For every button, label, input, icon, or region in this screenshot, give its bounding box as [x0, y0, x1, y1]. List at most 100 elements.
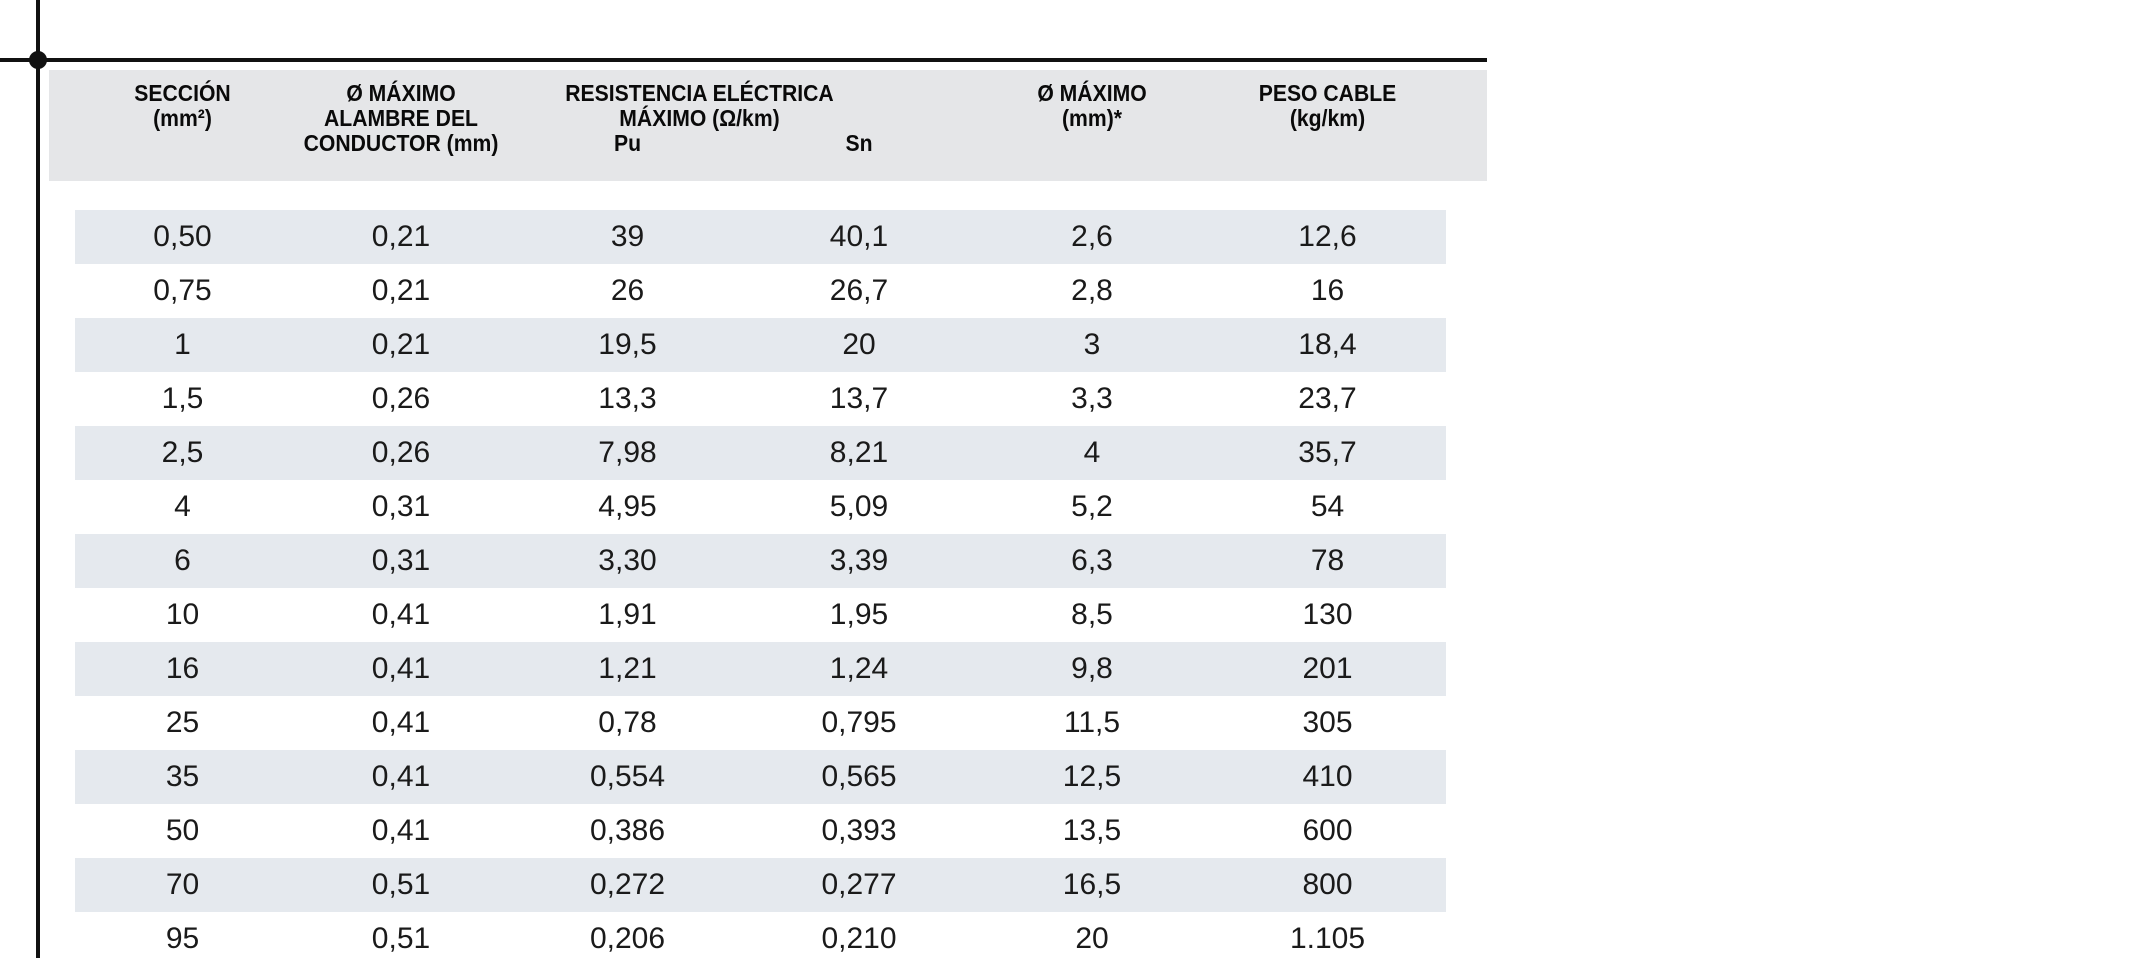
- table-cell: 20: [842, 328, 876, 361]
- table-cell: 0,393: [821, 814, 897, 847]
- table-cell: 20: [1075, 922, 1109, 955]
- table-cell: 40,1: [829, 220, 889, 253]
- table-cell: 201: [1302, 652, 1353, 685]
- table-row: 2,5 0,26 7,98 8,21 4 35,7: [75, 426, 1446, 480]
- header-cell-peso-cable: PESO CABLE (kg/km): [1209, 81, 1446, 156]
- header-label: Ø MÁXIMO: [1037, 80, 1147, 106]
- table-cell: 600: [1302, 814, 1353, 847]
- table-cell: 0,41: [371, 652, 431, 685]
- table-cell: 16: [1310, 274, 1345, 307]
- header-label: MÁXIMO (Ω/km): [619, 105, 780, 131]
- header-subcell-sn: Sn: [845, 130, 873, 156]
- table-cell: 23,7: [1298, 382, 1357, 415]
- table-cell: 3,39: [829, 544, 889, 577]
- table-cell: 7,98: [598, 436, 657, 469]
- header-label: PESO CABLE: [1258, 80, 1397, 106]
- table-cell: 16,5: [1062, 868, 1122, 901]
- table-cell: 6,3: [1071, 544, 1113, 577]
- table-cell: 95: [165, 922, 200, 955]
- table-cell: 1,24: [829, 652, 889, 685]
- table-cell: 1: [174, 328, 191, 361]
- table-cell: 305: [1302, 706, 1353, 739]
- table-cell: 4,95: [598, 490, 657, 523]
- table-header-grid: SECCIÓN (mm²) Ø MÁXIMO ALAMBRE DEL CONDU…: [75, 70, 1446, 156]
- table-cell: 2,6: [1071, 220, 1113, 253]
- table-row: 70 0,51 0,272 0,277 16,5 800: [75, 858, 1446, 912]
- table-cell: 800: [1302, 868, 1353, 901]
- table-cell: 3: [1083, 328, 1101, 361]
- table-cell: 13,3: [598, 382, 657, 415]
- table-cell: 0,565: [821, 760, 897, 793]
- table-cell: 11,5: [1063, 706, 1121, 739]
- table-cell: 0,41: [371, 814, 431, 847]
- table-row: 25 0,41 0,78 0,795 11,5 305: [75, 696, 1446, 750]
- table-row: 35 0,41 0,554 0,565 12,5 410: [75, 750, 1446, 804]
- table-cell: 8,5: [1071, 598, 1113, 631]
- table-cell: 0,51: [371, 922, 431, 955]
- header-subcell-pu: Pu: [613, 130, 642, 156]
- table-cell: 0,50: [153, 220, 212, 253]
- header-cell-alambre-conductor: Ø MÁXIMO ALAMBRE DEL CONDUCTOR (mm): [290, 81, 512, 156]
- table-cell: 4: [174, 490, 191, 523]
- table-cell: 0,41: [371, 706, 431, 739]
- table-cell: 0,21: [371, 328, 431, 361]
- table-cell: 13,7: [829, 382, 889, 415]
- table-cell: 19,5: [598, 328, 657, 361]
- table-cell: 0,210: [821, 922, 897, 955]
- table-cell: 35,7: [1298, 436, 1357, 469]
- header-label: Ø MÁXIMO: [346, 80, 456, 106]
- table-cell: 410: [1302, 760, 1353, 793]
- table-cell: 2,8: [1071, 274, 1113, 307]
- table-cell: 0,206: [589, 922, 666, 955]
- table-row: 50 0,41 0,386 0,393 13,5 600: [75, 804, 1446, 858]
- crop-mark-horizontal-line: [0, 58, 1487, 62]
- header-cell-seccion: SECCIÓN (mm²): [75, 81, 290, 156]
- table-cell: 12,5: [1062, 760, 1122, 793]
- table-row: 6 0,31 3,30 3,39 6,3 78: [75, 534, 1446, 588]
- table-row: 0,50 0,21 39 40,1 2,6 12,6: [75, 210, 1446, 264]
- header-label: SECCIÓN: [134, 80, 231, 106]
- table-row: 1,5 0,26 13,3 13,7 3,3 23,7: [75, 372, 1446, 426]
- table-cell: 0,795: [821, 706, 897, 739]
- crop-mark-vertical-line: [36, 0, 40, 958]
- table-cell: 10: [165, 598, 200, 631]
- table-cell: 6: [174, 544, 191, 577]
- header-label: (mm)*: [1062, 105, 1122, 131]
- table-cell: 5,2: [1071, 490, 1113, 523]
- table-cell: 2,5: [161, 436, 204, 469]
- table-cell: 0,41: [371, 598, 431, 631]
- header-cell-resistencia: RESISTENCIA ELÉCTRICA MÁXIMO (Ω/km) Pu S…: [512, 81, 975, 156]
- header-label: ALAMBRE DEL: [323, 105, 478, 131]
- table-cell: 0,277: [821, 868, 897, 901]
- table-cell: 13,5: [1062, 814, 1122, 847]
- table-cell: 0,41: [371, 760, 431, 793]
- header-label: (mm²): [153, 105, 212, 131]
- table-cell: 39: [610, 220, 645, 253]
- table-cell: 35: [165, 760, 200, 793]
- header-subcolumns: Pu Sn: [512, 131, 975, 156]
- table-cell: 0,78: [598, 706, 657, 739]
- table-cell: 70: [165, 868, 200, 901]
- header-label: RESISTENCIA ELÉCTRICA: [565, 80, 834, 106]
- table-cell: 0,21: [371, 274, 431, 307]
- table-cell: 1,95: [829, 598, 889, 631]
- table-cell: 0,75: [153, 274, 212, 307]
- table-row: 10 0,41 1,91 1,95 8,5 130: [75, 588, 1446, 642]
- table-cell: 0,386: [589, 814, 666, 847]
- table-cell: 12,6: [1298, 220, 1357, 253]
- table-cell: 26: [610, 274, 645, 307]
- table-cell: 1,21: [598, 652, 657, 685]
- table-cell: 1.105: [1289, 922, 1366, 955]
- table-body: 0,50 0,21 39 40,1 2,6 12,6 0,75 0,21 26 26,7 2,8 16…: [75, 210, 1446, 966]
- table-cell: 130: [1302, 598, 1353, 631]
- table-cell: 0,31: [371, 490, 431, 523]
- table-cell: 18,4: [1298, 328, 1357, 361]
- table-cell: 0,51: [371, 868, 431, 901]
- table-cell: 50: [165, 814, 200, 847]
- table-cell: 0,26: [371, 382, 431, 415]
- header-label: (kg/km): [1289, 105, 1366, 131]
- table-cell: 9,8: [1071, 652, 1113, 685]
- table-row: 95 0,51 0,206 0,210 20 1.105: [75, 912, 1446, 966]
- table-cell: 3,3: [1071, 382, 1113, 415]
